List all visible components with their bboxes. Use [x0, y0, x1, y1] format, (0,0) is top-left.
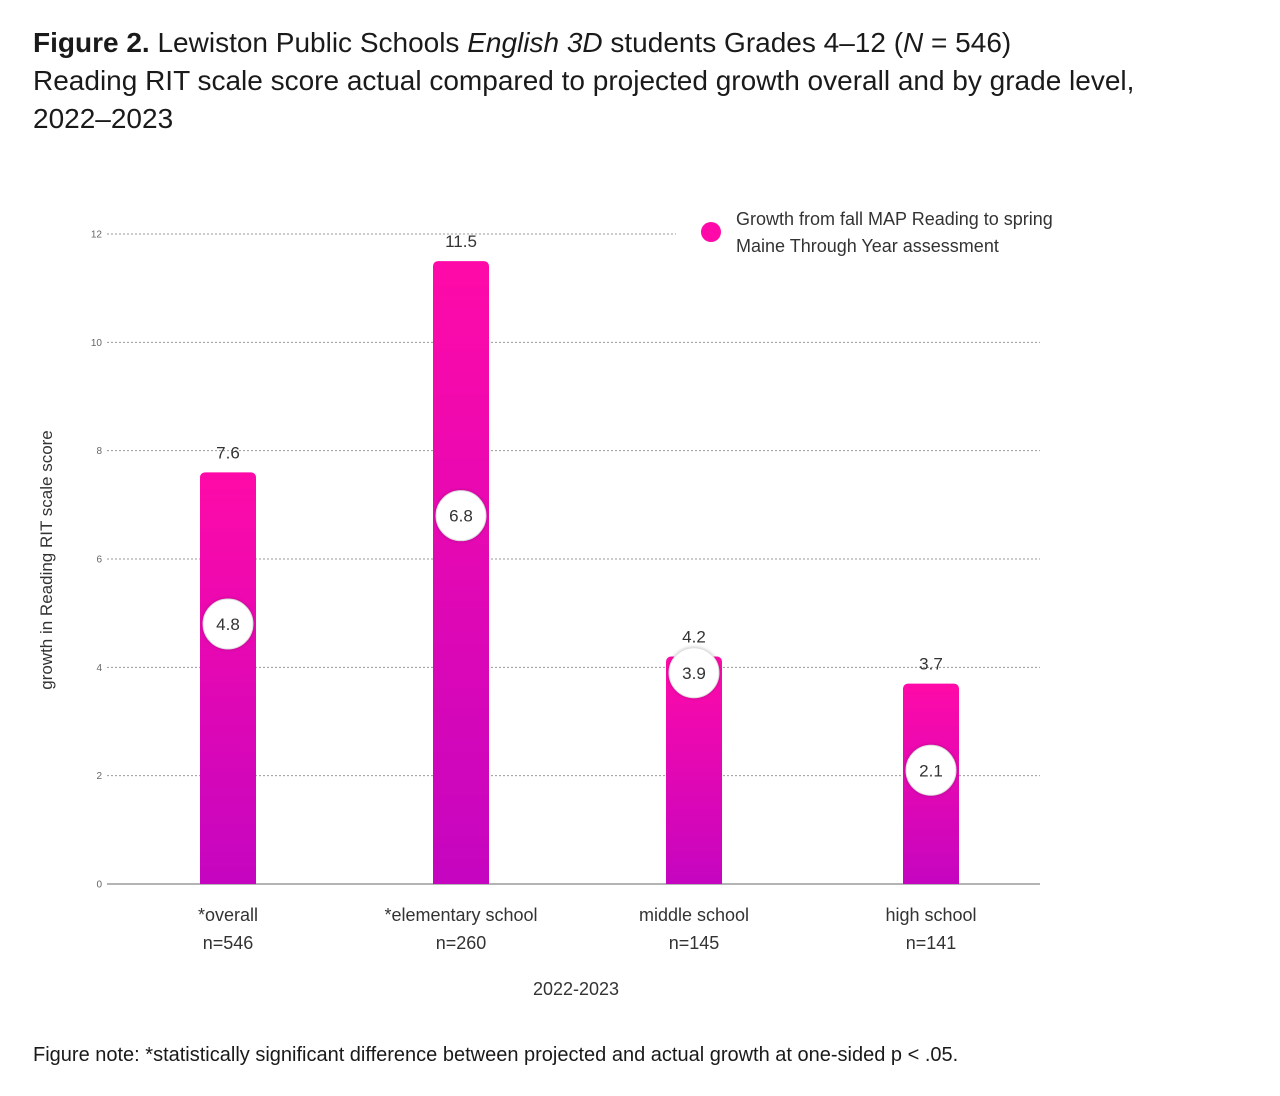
projected-value-label: 3.9 [682, 664, 706, 683]
x-category-n: n=141 [906, 933, 957, 953]
bar-base-3 [666, 878, 722, 884]
bar-base-1 [200, 878, 256, 884]
x-category-label: high school [885, 905, 976, 925]
figure-title-line2: Reading RIT scale score actual compared … [33, 65, 1135, 134]
bar-value-label: 7.6 [216, 443, 240, 462]
bar-value-label: 3.7 [919, 655, 943, 674]
legend-label-line-2: Maine Through Year assessment [736, 236, 999, 256]
y-tick-label-4: 4 [96, 663, 102, 674]
bar-value-label: 4.2 [682, 628, 706, 647]
bar-1 [200, 472, 256, 884]
legend-background [676, 202, 1056, 264]
bar-value-label: 11.5 [445, 232, 477, 251]
figure-note: Figure note: *statistically significant … [33, 1044, 959, 1066]
y-tick-label-0: 0 [96, 880, 102, 891]
projected-marker-4 [905, 744, 957, 796]
y-tick-label-6: 6 [96, 555, 102, 566]
bar-3 [666, 656, 722, 884]
x-category-n: n=546 [203, 933, 254, 953]
projected-value-label: 6.8 [449, 507, 473, 526]
x-category-label: middle school [639, 905, 749, 925]
bar-base-4 [903, 878, 959, 884]
y-tick-label-8: 8 [96, 446, 102, 457]
projected-marker-2 [435, 490, 487, 542]
projected-marker-1 [202, 598, 254, 650]
y-tick-label-10: 10 [91, 338, 103, 349]
y-axis-title: growth in Reading RIT scale score [37, 430, 56, 690]
bar-base-2 [433, 878, 489, 884]
y-tick-label-12: 12 [91, 230, 103, 241]
bar-2 [433, 261, 489, 884]
figure-label: Figure 2. [33, 27, 150, 58]
figure-title-part-a: Lewiston Public Schools [157, 27, 460, 58]
x-category-n: n=260 [436, 933, 487, 953]
projected-value-label: 2.1 [919, 761, 943, 780]
figure-title-part-e: = 546) [931, 27, 1012, 58]
figure-title: Figure 2. Lewiston Public Schools Englis… [33, 24, 1153, 138]
x-category-label: *overall [198, 905, 258, 925]
figure-title-part-c: students Grades 4–12 ( [610, 27, 904, 58]
x-category-label: *elementary school [384, 905, 537, 925]
y-tick-label-2: 2 [96, 771, 102, 782]
figure-title-program: English 3D [467, 27, 603, 58]
legend-label-line-1: Growth from fall MAP Reading to spring [736, 209, 1053, 229]
legend-swatch [701, 222, 721, 242]
projected-marker-3 [668, 647, 720, 699]
x-category-n: n=145 [669, 933, 720, 953]
x-axis-title: 2022-2023 [533, 979, 619, 999]
projected-value-label: 4.8 [216, 615, 240, 634]
figure-title-n-symbol: N [903, 27, 924, 58]
